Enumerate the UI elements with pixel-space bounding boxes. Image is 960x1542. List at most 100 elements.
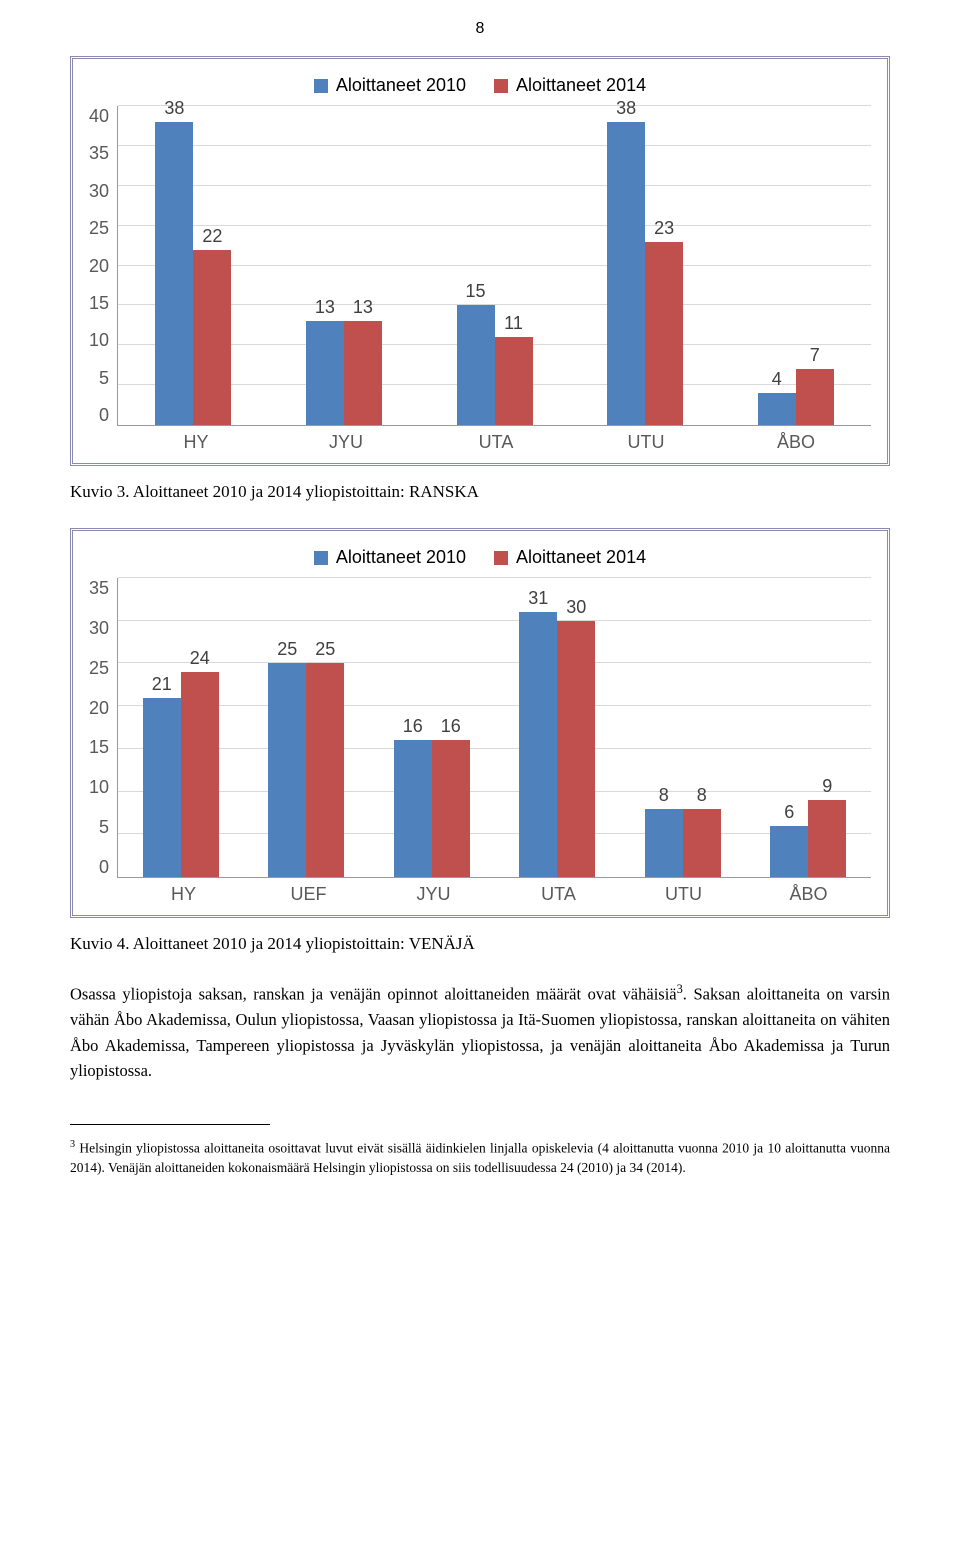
bar: 8 [645,809,683,877]
xtick-label: JYU [371,884,496,905]
bar: 11 [495,337,533,425]
bar-value-label: 24 [190,648,210,669]
bar-value-label: 13 [353,297,373,318]
chart1-yaxis: 4035302520151050 [89,106,117,426]
chart1-plot: 382213131511382347 [117,106,871,426]
bar: 6 [770,826,808,877]
ytick-label: 10 [89,330,109,351]
bar-group: 25 25 [244,578,370,877]
bar-value-label: 16 [441,716,461,737]
bar-value-label: 22 [202,226,222,247]
ytick-label: 40 [89,106,109,127]
chart2-area: 35302520151050 21242525161631308869 [89,578,871,878]
bar-value-label: 7 [810,345,820,366]
legend2-item-2014: Aloittaneet 2014 [494,547,646,568]
bar: 38 [607,122,645,425]
swatch2-2014 [494,551,508,565]
xtick-label: HY [121,432,271,453]
legend-item-2010: Aloittaneet 2010 [314,75,466,96]
bar-value-label: 38 [616,98,636,119]
swatch-2010 [314,79,328,93]
bar-value-label: 16 [403,716,423,737]
bar: 31 [519,612,557,877]
chart-ranska: Aloittaneet 2010 Aloittaneet 2014 403530… [70,56,890,466]
chart1-area: 4035302520151050 382213131511382347 [89,106,871,426]
legend2-label-2014: Aloittaneet 2014 [516,547,646,568]
bar: 23 [645,242,683,425]
xtick-label: HY [121,884,246,905]
bar-value-label: 4 [772,369,782,390]
xtick-label: JYU [271,432,421,453]
ytick-label: 10 [89,777,109,798]
footnote-text-3: Helsingin yliopistossa aloittaneita osoi… [70,1141,890,1175]
body-paragraph: Osassa yliopistoja saksan, ranskan ja ve… [70,980,890,1084]
bar: 15 [457,305,495,425]
bar-value-label: 25 [315,639,335,660]
ytick-label: 25 [89,658,109,679]
bar-group: 1511 [419,106,570,425]
bar: 24 [181,672,219,877]
xtick-label: UTU [571,432,721,453]
footnote-3: 3 Helsingin yliopistossa aloittaneita os… [70,1138,890,1177]
body-text-lead: Osassa yliopistoja saksan, ranskan ja ve… [70,985,677,1004]
bar-value-label: 8 [697,785,707,806]
ytick-label: 20 [89,698,109,719]
bar-group: 2124 [118,578,244,877]
caption-chart2: Kuvio 4. Aloittaneet 2010 ja 2014 yliopi… [70,934,890,954]
legend-item-2014: Aloittaneet 2014 [494,75,646,96]
ytick-label: 25 [89,218,109,239]
legend2: Aloittaneet 2010 Aloittaneet 2014 [89,547,871,568]
ytick-label: 20 [89,256,109,277]
bar-value-label: 38 [164,98,184,119]
legend-label-2014: Aloittaneet 2014 [516,75,646,96]
caption-chart1: Kuvio 3. Aloittaneet 2010 ja 2014 yliopi… [70,482,890,502]
bar-group: 3823 [570,106,721,425]
xtick-label: UEF [246,884,371,905]
bar: 13 [306,321,344,425]
chart1-xaxis: HYJYUUTAUTUÅBO [121,432,871,453]
xtick-label: UTU [621,884,746,905]
bar-value-label: 13 [315,297,335,318]
bar-group: 31 30 [495,578,621,877]
xtick-label: UTA [421,432,571,453]
bar-value-label: 30 [566,597,586,618]
ytick-label: 5 [99,817,109,838]
bar-group: 1616 [369,578,495,877]
ytick-label: 15 [89,737,109,758]
chart2-yaxis: 35 30 25 20 15 10 5 0 [89,578,117,878]
ytick-label: 0 [99,857,109,878]
bar-value-label: 6 [784,802,794,823]
ytick-label: 5 [99,368,109,389]
bar: 7 [796,369,834,425]
bar: 16 [394,740,432,877]
bar-value-label: 21 [152,674,172,695]
bar: 38 [155,122,193,425]
chart2-xaxis: HYUEFJYUUTAUTUÅBO [121,884,871,905]
bar-value-label: 15 [466,281,486,302]
bar-value-label: 8 [659,785,669,806]
bar: 13 [344,321,382,425]
bar: 9 [808,800,846,877]
legend2-label-2010: Aloittaneet 2010 [336,547,466,568]
legend2-item-2010: Aloittaneet 2010 [314,547,466,568]
ytick-label: 30 [89,618,109,639]
legend-label-2010: Aloittaneet 2010 [336,75,466,96]
bar-group: 47 [720,106,871,425]
bar-value-label: 9 [822,776,832,797]
bar-group: 1313 [269,106,420,425]
bar: 16 [432,740,470,877]
bar: 25 [306,663,344,877]
ytick-label: 35 [89,578,109,599]
legend: Aloittaneet 2010 Aloittaneet 2014 [89,75,871,96]
bar-value-label: 31 [528,588,548,609]
bar-value-label: 23 [654,218,674,239]
bar-group: 38 22 [118,106,269,425]
bar-value-label: 25 [277,639,297,660]
ytick-label: 30 [89,181,109,202]
chart-venaja: Aloittaneet 2010 Aloittaneet 2014 35 30 25… [70,528,890,918]
bar: 21 [143,698,181,877]
swatch2-2010 [314,551,328,565]
ytick-label: 15 [89,293,109,314]
bar-value-label: 11 [504,313,523,334]
bar-group: 69 [746,578,872,877]
